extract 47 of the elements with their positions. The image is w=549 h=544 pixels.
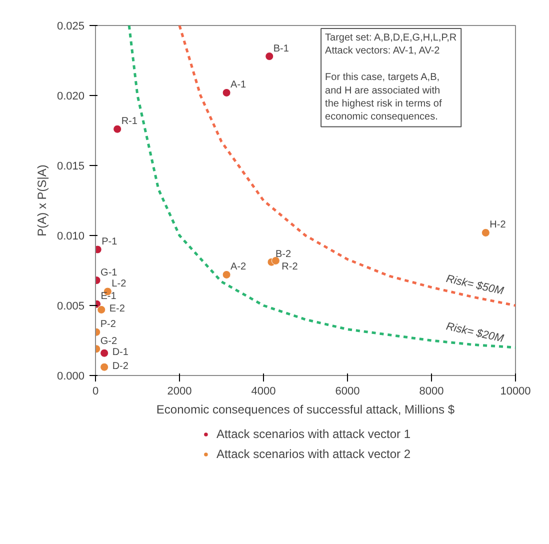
annotation: R-2 [282,262,298,273]
annotation: D-1 [112,347,129,358]
annotation: A-2 [230,262,247,273]
legend-label: Attack scenarios with attack vector 1 [216,427,411,441]
annotation: A-1 [230,80,247,91]
y-tick-label: 0.015 [56,160,85,172]
y-tick-label: 0.000 [56,370,85,382]
annotation: G-1 [100,267,118,278]
point [265,52,274,61]
annotation: B-2 [275,249,292,260]
point [271,256,280,265]
y-tick-label: 0.025 [56,20,85,32]
annotation: G-2 [100,336,118,347]
y-tick-label: 0.005 [56,300,85,312]
annotation: L-2 [112,278,127,290]
annotation: E-2 [109,304,126,315]
y-axis-title: P(A) x P(S|A) [34,164,49,236]
line-series [178,26,516,307]
text: Risk= $20M [445,320,506,346]
annotation: H-2 [490,220,506,231]
x-tick-label: 6000 [335,386,360,398]
point [222,88,231,97]
x-tick-label: 2000 [167,386,192,398]
x-tick-label: 4000 [251,386,276,398]
legend-label: Attack scenarios with attack vector 2 [216,447,411,461]
y-tick-label: 0.010 [56,230,85,242]
point [100,362,109,372]
annotation: P-2 [100,319,116,330]
point [113,124,122,134]
annotation: For this case, targets A,B, and H are associated with the highest risk in terms of economic consequences. [325,72,442,123]
annotation: D-2 [112,361,129,372]
x-tick-label: 10000 [500,386,531,398]
annotation: Target set: A,B,D,E,G,H,L,P,R [325,32,457,44]
annotation: Attack vectors: AV-1, AV-2 [325,46,440,57]
y-tick-label: 0.020 [56,90,85,102]
point [481,228,490,237]
annotation: R-1 [121,116,138,128]
point [222,270,231,279]
annotation: P-1 [102,236,118,248]
annotation: E-1 [100,291,117,302]
point [97,305,106,314]
x-axis-title: Economic consequences of successful attack, Millions $ [156,402,455,416]
x-tick-label: 0 [92,386,99,398]
point [100,348,109,358]
annotation: B-1 [273,43,290,54]
text: Risk= $50M [445,273,506,298]
x-tick-label: 8000 [419,386,444,398]
